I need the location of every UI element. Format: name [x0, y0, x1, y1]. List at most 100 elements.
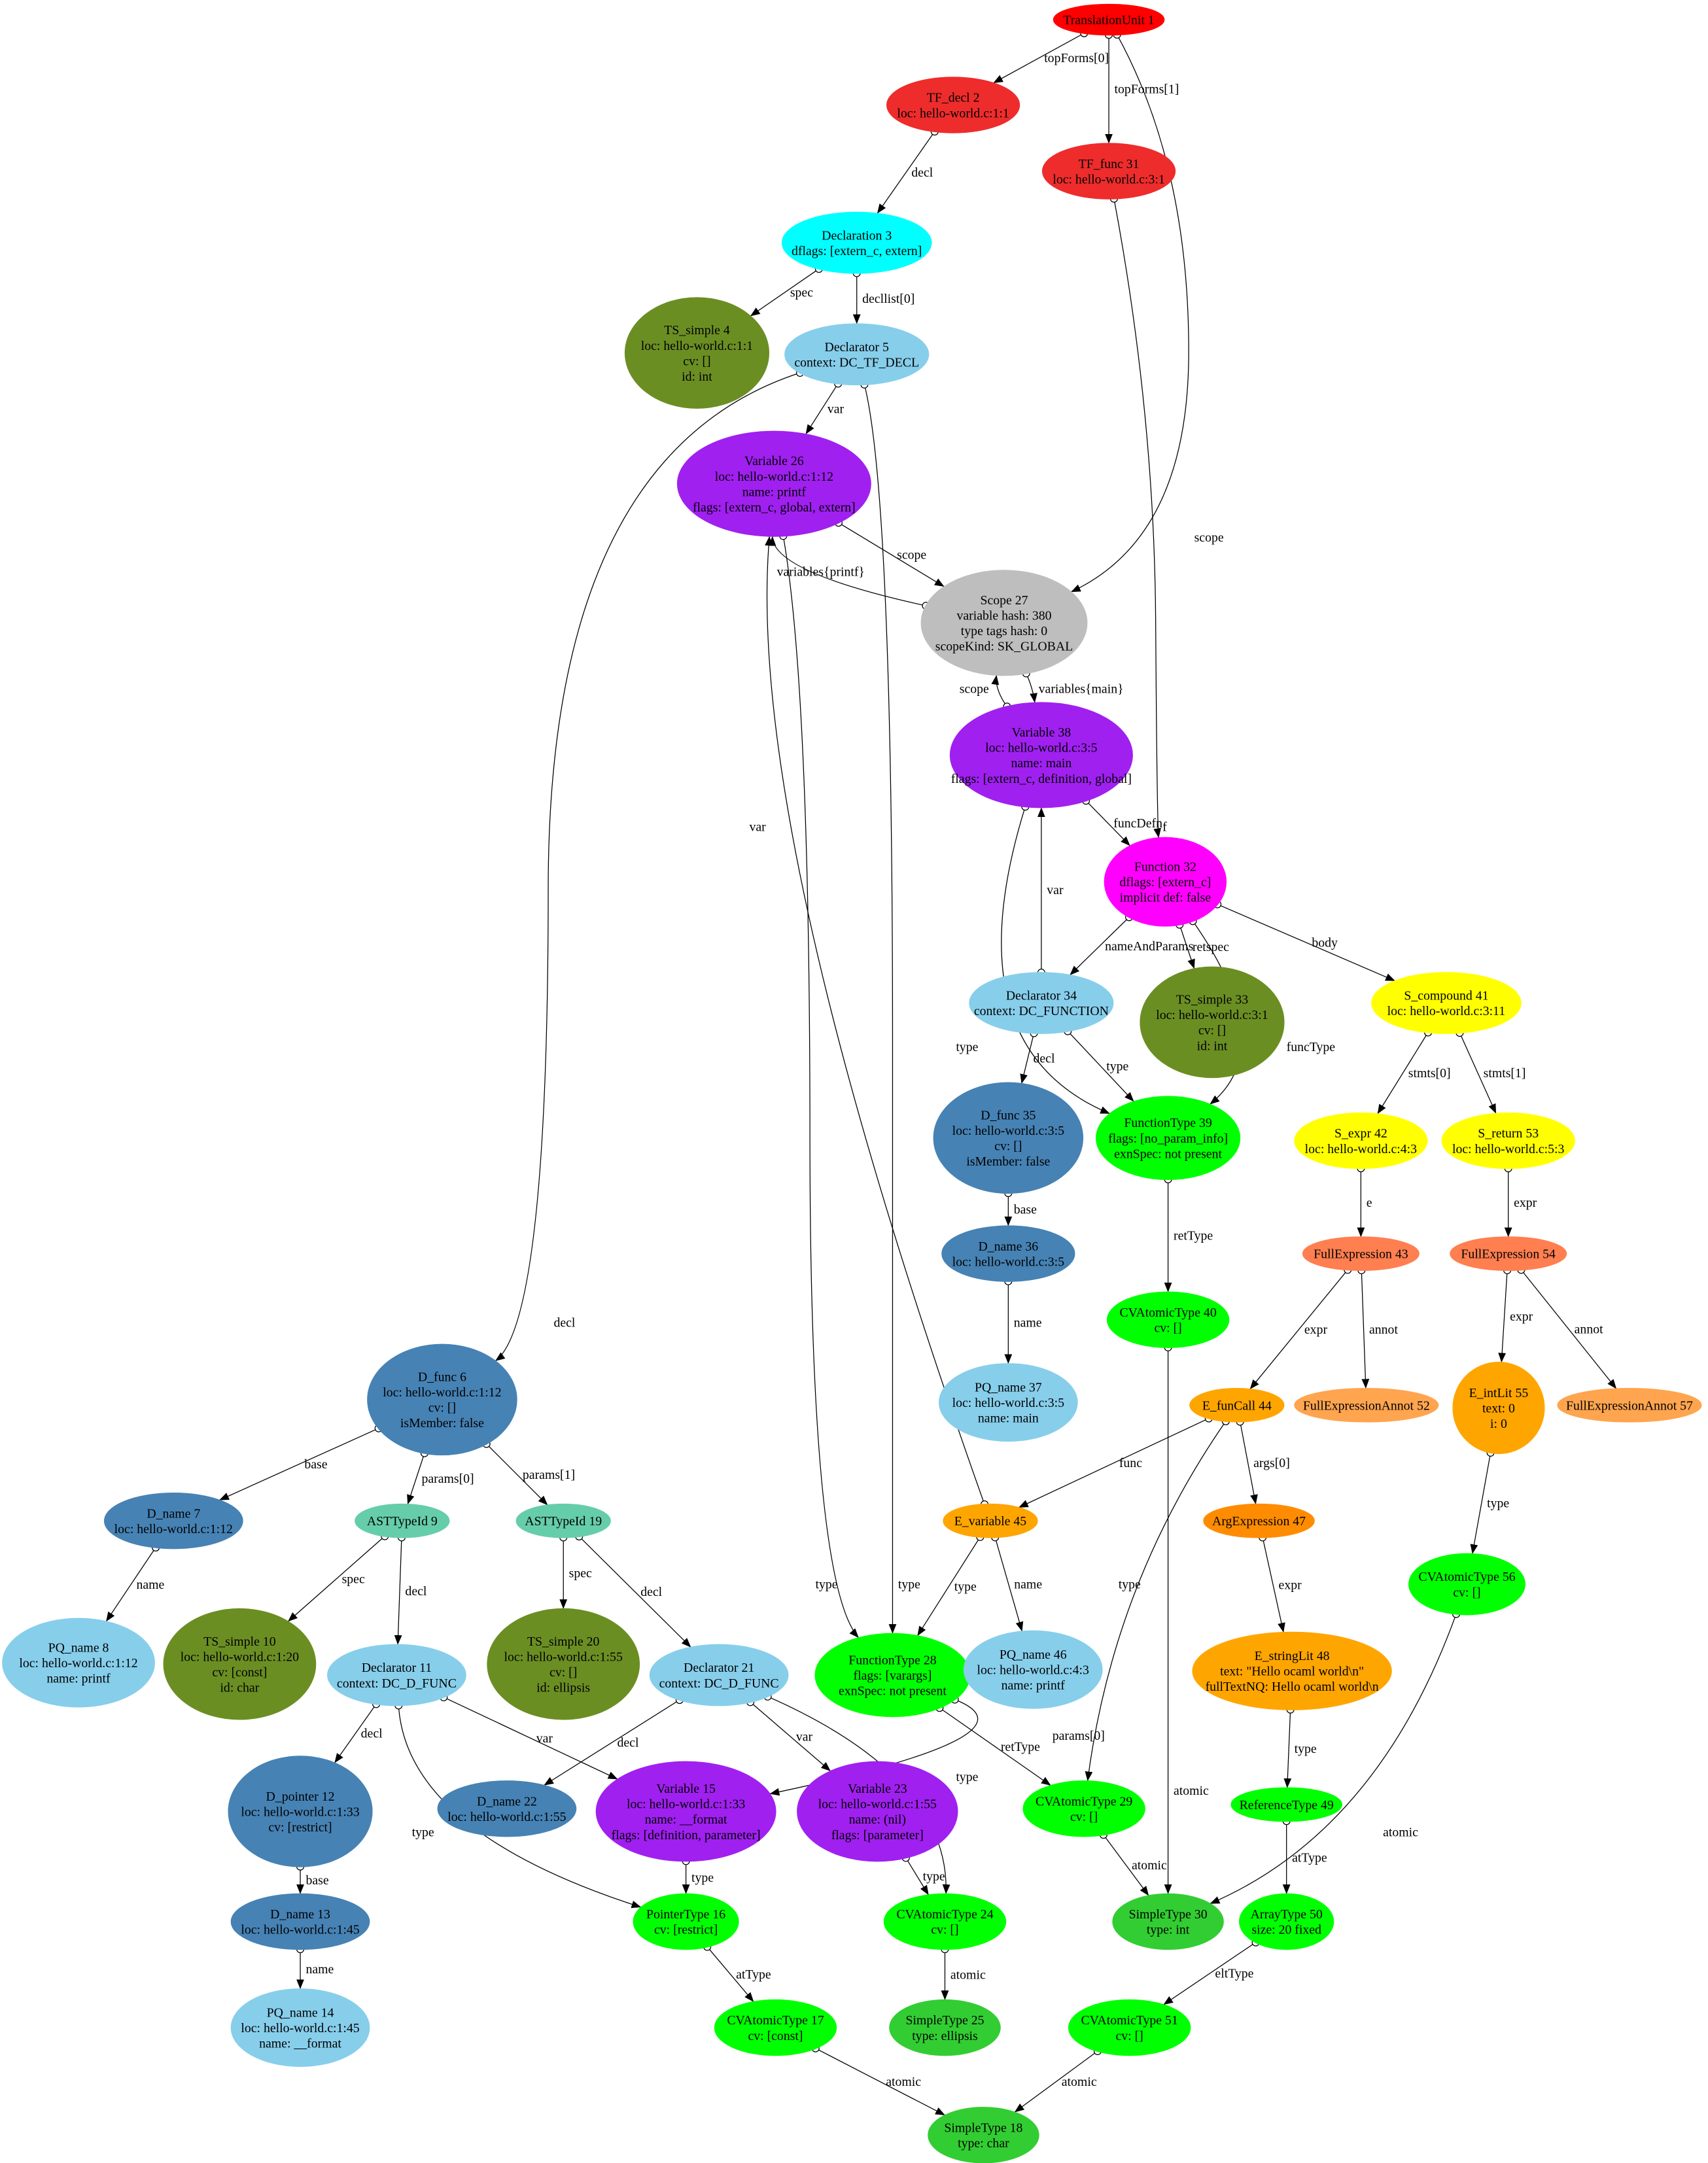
node-e-variable-45[interactable]: E_variable 45	[943, 1503, 1038, 1538]
node-attribute: loc: hello-world.c:1:12	[715, 470, 833, 484]
node-title: D_func 35	[981, 1108, 1036, 1122]
node-fullexpression-43[interactable]: FullExpression 43	[1302, 1236, 1420, 1272]
node-cvatomictype-29[interactable]: CVAtomicType 29 cv: []	[1022, 1780, 1145, 1837]
node-referencetype-49[interactable]: ReferenceType 49	[1230, 1787, 1342, 1822]
edge-label-var: var	[828, 402, 845, 417]
node-shape	[943, 1503, 1038, 1538]
edge-line	[1103, 1834, 1149, 1896]
edge-label-type: type	[956, 1770, 978, 1784]
node-shape	[230, 1988, 370, 2068]
node-variable-26[interactable]: Variable 26 loc: hello-world.c:1:12name: …	[676, 430, 871, 537]
node-fullexpression-54[interactable]: FullExpression 54	[1450, 1236, 1567, 1272]
node-functiontype-39[interactable]: FunctionType 39 flags: [no_param_info]exn…	[1096, 1096, 1241, 1181]
node-title: Declarator 5	[825, 340, 889, 355]
edge-label-stmts-1: stmts[1]	[1484, 1066, 1526, 1081]
node-d-func-35[interactable]: D_func 35 loc: hello-world.c:3:5cv: []isM…	[933, 1082, 1084, 1194]
edge-label-name: name	[305, 1962, 334, 1977]
edge-line	[1085, 800, 1131, 846]
node-shape	[515, 1503, 611, 1538]
edge-label-atomic: atomic	[1174, 1784, 1209, 1798]
edge-label-base: base	[1014, 1203, 1037, 1217]
node-fullexpressionannot-57[interactable]: FullExpressionAnnot 57	[1557, 1388, 1702, 1423]
edge-label-atomic: atomic	[1383, 1825, 1418, 1839]
node-argexpression-47[interactable]: ArgExpression 47	[1203, 1503, 1315, 1538]
edge-label-type: type	[412, 1825, 434, 1839]
node-title: FunctionType 28	[848, 1653, 936, 1667]
edge-label-base: base	[304, 1457, 327, 1472]
edge-label-elttype: eltType	[1215, 1967, 1253, 1981]
node-functiontype-28[interactable]: FunctionType 28 flags: [varargs]exnSpec: …	[814, 1633, 971, 1718]
edge-21-to-23	[746, 1698, 831, 1772]
node-fullexpressionannot-52[interactable]: FullExpressionAnnot 52	[1294, 1388, 1439, 1423]
node-attribute: variable hash: 380	[956, 608, 1051, 623]
node-shape	[784, 323, 930, 386]
node-title: PQ_name 37	[975, 1380, 1042, 1394]
node-e-stringlit-48[interactable]: E_stringLit 48 text: "Hello ocaml world\n…	[1192, 1631, 1392, 1710]
edge-label-name: name	[1014, 1578, 1042, 1592]
node-translationunit-1[interactable]: TranslationUnit 1	[1053, 3, 1165, 36]
edge-label-type: type	[816, 1577, 838, 1591]
node-attribute: cv: []	[1070, 1810, 1098, 1824]
edge-label-scope: scope	[897, 547, 926, 562]
node-title: ReferenceType 49	[1240, 1798, 1334, 1812]
node-attribute: flags: [extern_c, global, extern]	[693, 500, 856, 515]
node-asttypeid-9[interactable]: ASTTypeId 9	[355, 1503, 450, 1538]
node-shape	[1203, 1503, 1315, 1538]
edge-label-var: var	[536, 1731, 553, 1746]
edge-line	[1018, 1417, 1210, 1508]
edge-34-to-38	[1037, 807, 1045, 977]
node-asttypeid-19[interactable]: ASTTypeId 19	[515, 1503, 611, 1538]
node-attribute: i: 0	[1490, 1417, 1507, 1431]
edge-17-to-18	[811, 2044, 946, 2116]
node-shape	[928, 2107, 1039, 2163]
edge-6-to-7	[218, 1424, 383, 1501]
node-shape	[1068, 1999, 1191, 2056]
node-ts-simple-4[interactable]: TS_simple 4 loc: hello-world.c:1:1cv: [] i…	[624, 297, 770, 409]
edge-label-body: body	[1312, 935, 1338, 950]
node-attribute: loc: hello-world.c:4:3	[977, 1663, 1090, 1678]
edge-label-expr: expr	[1279, 1578, 1302, 1593]
node-e-funcall-44[interactable]: E_funCall 44	[1189, 1388, 1285, 1423]
node-d-name-22[interactable]: D_name 22 loc: hello-world.c:1:55	[437, 1780, 577, 1837]
node-attribute: cv: [restrict]	[654, 1923, 718, 1937]
edge-label-var: var	[796, 1729, 813, 1744]
